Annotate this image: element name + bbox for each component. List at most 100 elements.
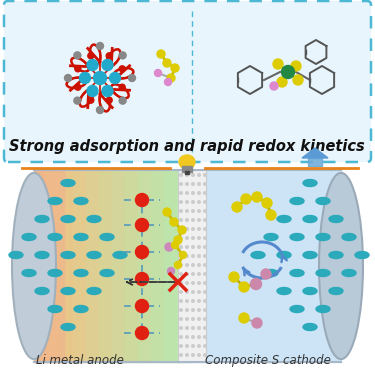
Circle shape: [198, 273, 200, 275]
Ellipse shape: [61, 252, 75, 258]
Ellipse shape: [48, 270, 62, 276]
Circle shape: [186, 345, 188, 347]
Circle shape: [198, 264, 200, 266]
Circle shape: [180, 174, 182, 176]
Circle shape: [204, 174, 206, 176]
Circle shape: [192, 345, 194, 347]
Text: Composite S cathode: Composite S cathode: [205, 354, 331, 367]
Circle shape: [192, 309, 194, 311]
Ellipse shape: [290, 270, 304, 276]
Ellipse shape: [290, 234, 304, 240]
Circle shape: [87, 60, 98, 70]
Circle shape: [135, 246, 148, 258]
Circle shape: [186, 246, 188, 248]
Circle shape: [75, 84, 81, 90]
Circle shape: [204, 300, 206, 302]
Ellipse shape: [61, 324, 75, 330]
Circle shape: [204, 210, 206, 212]
Circle shape: [192, 255, 194, 257]
Circle shape: [186, 210, 188, 212]
Circle shape: [192, 219, 194, 221]
Circle shape: [204, 228, 206, 230]
Ellipse shape: [342, 270, 356, 276]
Circle shape: [198, 183, 200, 185]
Circle shape: [198, 354, 200, 356]
Circle shape: [293, 75, 303, 85]
Circle shape: [163, 59, 171, 67]
Circle shape: [135, 327, 148, 339]
Circle shape: [198, 237, 200, 239]
Circle shape: [192, 174, 194, 176]
Ellipse shape: [303, 288, 317, 294]
Ellipse shape: [316, 270, 330, 276]
Circle shape: [204, 354, 206, 356]
Ellipse shape: [61, 288, 75, 294]
Ellipse shape: [22, 234, 36, 240]
Circle shape: [204, 309, 206, 311]
Circle shape: [186, 255, 188, 257]
Circle shape: [192, 291, 194, 293]
Circle shape: [186, 237, 188, 239]
Circle shape: [192, 210, 194, 212]
Circle shape: [204, 237, 206, 239]
Circle shape: [204, 282, 206, 284]
Circle shape: [198, 345, 200, 347]
Circle shape: [198, 300, 200, 302]
Circle shape: [74, 52, 81, 59]
Circle shape: [204, 318, 206, 320]
FancyBboxPatch shape: [4, 1, 371, 162]
Circle shape: [170, 218, 178, 226]
Circle shape: [270, 82, 278, 90]
Circle shape: [204, 273, 206, 275]
Ellipse shape: [277, 216, 291, 222]
Ellipse shape: [264, 270, 278, 276]
Ellipse shape: [9, 252, 23, 258]
Circle shape: [186, 282, 188, 284]
Circle shape: [198, 336, 200, 338]
Circle shape: [192, 183, 194, 185]
Circle shape: [266, 210, 276, 220]
Circle shape: [192, 300, 194, 302]
Circle shape: [277, 77, 287, 87]
Circle shape: [167, 74, 175, 82]
Circle shape: [204, 291, 206, 293]
Circle shape: [186, 336, 188, 338]
Text: Strong adsorption and rapid redox kinetics: Strong adsorption and rapid redox kineti…: [9, 140, 365, 154]
Circle shape: [252, 318, 262, 328]
Ellipse shape: [277, 288, 291, 294]
Ellipse shape: [61, 216, 75, 222]
Ellipse shape: [74, 234, 88, 240]
Circle shape: [186, 309, 188, 311]
Circle shape: [180, 336, 182, 338]
Circle shape: [174, 236, 182, 244]
Ellipse shape: [87, 252, 101, 258]
Ellipse shape: [12, 173, 56, 359]
Circle shape: [110, 72, 120, 84]
Circle shape: [174, 261, 182, 268]
Circle shape: [204, 201, 206, 203]
Circle shape: [291, 61, 301, 71]
Circle shape: [135, 300, 148, 312]
Circle shape: [192, 192, 194, 194]
Circle shape: [186, 327, 188, 329]
Circle shape: [192, 201, 194, 203]
Circle shape: [180, 300, 182, 302]
Circle shape: [180, 291, 182, 293]
Circle shape: [180, 183, 182, 185]
Bar: [185, 171, 189, 174]
Circle shape: [157, 50, 165, 58]
Circle shape: [186, 192, 188, 194]
Bar: [178, 170, 206, 362]
Circle shape: [165, 243, 173, 251]
Circle shape: [204, 255, 206, 257]
Circle shape: [241, 194, 251, 204]
Ellipse shape: [35, 288, 49, 294]
Circle shape: [192, 237, 194, 239]
Circle shape: [180, 255, 182, 257]
Circle shape: [88, 97, 94, 103]
Circle shape: [204, 219, 206, 221]
Ellipse shape: [329, 288, 343, 294]
Circle shape: [192, 264, 194, 266]
Ellipse shape: [319, 173, 363, 359]
Circle shape: [180, 192, 182, 194]
